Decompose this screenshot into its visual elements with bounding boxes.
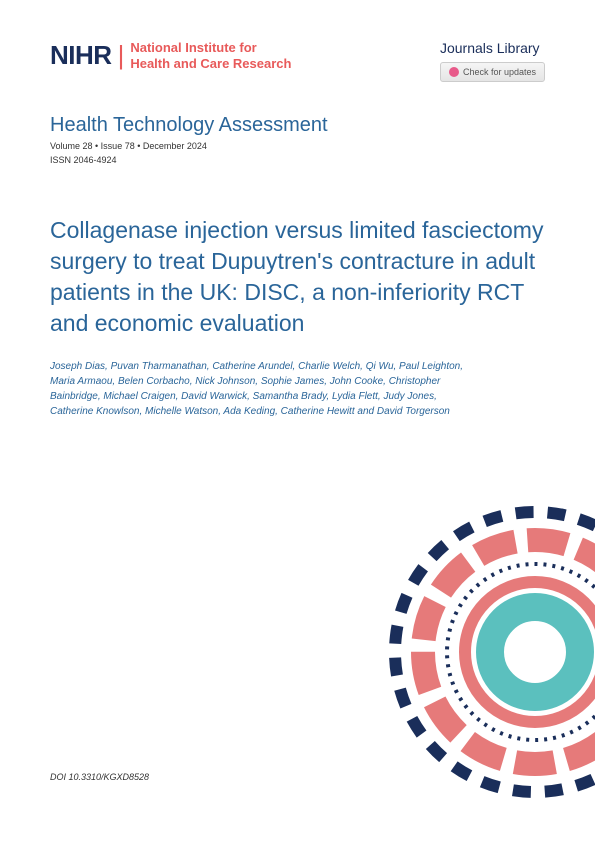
header: NIHR | National Institute for Health and… <box>50 40 545 82</box>
authors-list: Joseph Dias, Puvan Tharmanathan, Catheri… <box>50 359 470 419</box>
title-block: Collagenase injection versus limited fas… <box>50 215 545 419</box>
journal-title: Health Technology Assessment <box>50 114 545 137</box>
logo-text-line2: Health and Care Research <box>130 56 291 71</box>
header-right: Journals Library Check for updates <box>440 40 545 82</box>
volume-issue: Volume 28 • Issue 78 • December 2024 <box>50 141 545 151</box>
check-updates-icon <box>449 67 459 77</box>
logo-text-line1: National Institute for <box>130 40 256 55</box>
center-circle <box>517 634 553 670</box>
cover-decoration <box>375 492 595 812</box>
journals-library-label: Journals Library <box>440 40 545 56</box>
article-title: Collagenase injection versus limited fas… <box>50 215 545 339</box>
logo-mark: NIHR <box>50 40 112 71</box>
doi: DOI 10.3310/KGXD8528 <box>50 772 149 782</box>
journal-meta: Health Technology Assessment Volume 28 •… <box>50 114 545 165</box>
logo-divider: | <box>118 40 125 71</box>
check-updates-button[interactable]: Check for updates <box>440 62 545 82</box>
nihr-logo: NIHR | National Institute for Health and… <box>50 40 291 71</box>
check-updates-label: Check for updates <box>463 67 536 77</box>
issn: ISSN 2046-4924 <box>50 155 545 165</box>
logo-text: National Institute for Health and Care R… <box>130 40 291 71</box>
